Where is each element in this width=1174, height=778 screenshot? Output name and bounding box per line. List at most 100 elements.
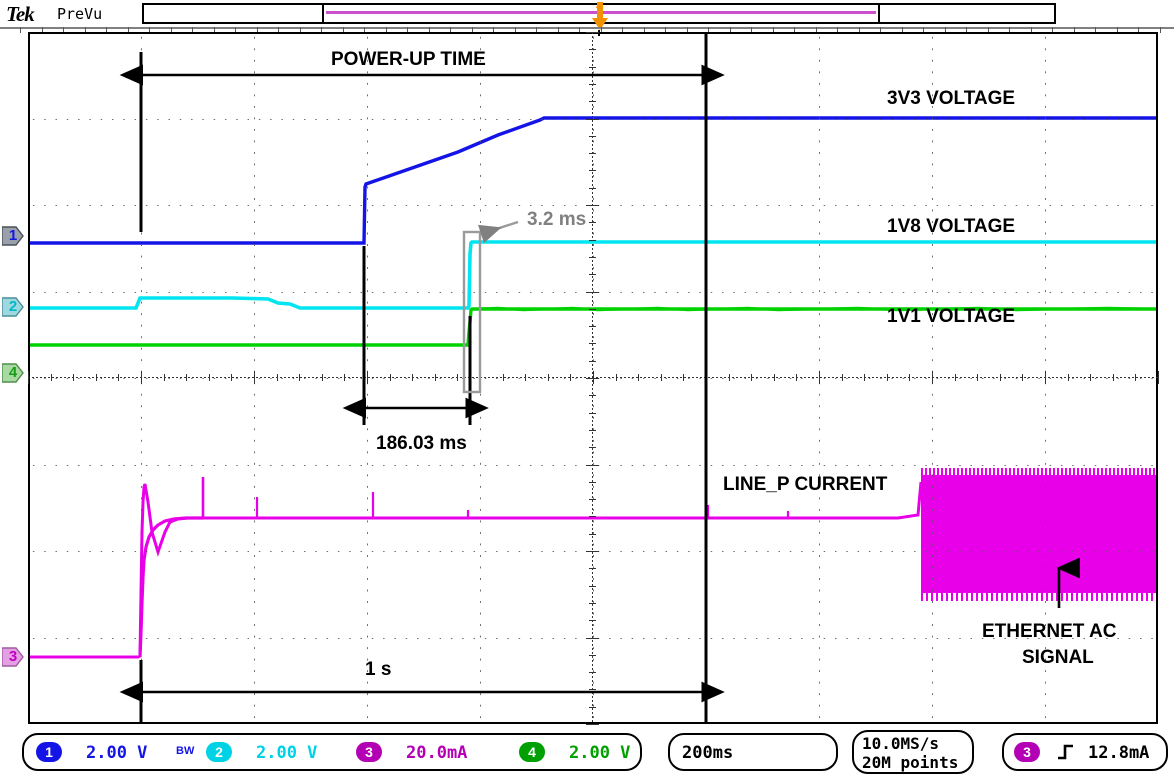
axis-tick-v-32 xyxy=(589,586,596,587)
ch4-chip[interactable]: 4 xyxy=(519,742,545,762)
ethernet-burst-bottom-noise xyxy=(921,590,1156,601)
trace-ch3-linep xyxy=(30,481,923,659)
channel-4-marker[interactable]: 4 xyxy=(2,362,32,384)
axis-tick-h-5 xyxy=(141,371,142,384)
axis-tick-h-24 xyxy=(570,374,571,381)
channel-settings-pill[interactable]: 1 2.00 V BW 2 2.00 V 3 20.0mA 4 2.00 V xyxy=(22,733,642,771)
ruler-tick xyxy=(751,27,752,33)
axis-tick-v-0 xyxy=(586,32,599,33)
axis-tick-v-19 xyxy=(589,361,596,362)
rising-edge-icon xyxy=(1058,744,1073,760)
axis-tick-h-22 xyxy=(525,374,526,381)
powerup-time-label: POWER-UP TIME xyxy=(331,49,486,70)
trigger-source-chip[interactable]: 3 xyxy=(1014,742,1040,762)
axis-tick-h-1 xyxy=(51,374,52,381)
axis-tick-v-38 xyxy=(589,689,596,690)
axis-tick-v-18 xyxy=(589,343,596,344)
axis-tick-v-9 xyxy=(589,188,596,189)
axis-tick-v-36 xyxy=(589,655,596,656)
axis-tick-h-29 xyxy=(683,374,684,381)
ruler-tick xyxy=(278,27,279,33)
ruler-tick xyxy=(128,27,129,33)
axis-tick-h-4 xyxy=(118,374,119,381)
ruler-tick xyxy=(708,27,709,33)
axis-tick-v-5 xyxy=(586,119,599,120)
ch1-chip[interactable]: 1 xyxy=(36,742,62,762)
axis-tick-h-14 xyxy=(344,374,345,381)
axis-tick-v-25 xyxy=(586,465,599,466)
ruler-tick xyxy=(300,27,301,33)
axis-tick-h-40 xyxy=(932,371,933,384)
label-1-s: 1 s xyxy=(365,659,392,680)
trace-ch3-rise xyxy=(138,516,203,658)
axis-tick-v-21 xyxy=(589,395,596,396)
prevu-label: PreVu xyxy=(57,5,103,23)
ruler-tick xyxy=(235,27,236,33)
channel-2-marker-number: 2 xyxy=(8,298,18,315)
ruler-tick xyxy=(665,27,666,33)
axis-tick-v-30 xyxy=(586,551,599,552)
trigger-pill[interactable]: 3 12.8mA xyxy=(1002,733,1168,771)
bottom-status-bar: 1 2.00 V BW 2 2.00 V 3 20.0mA 4 2.00 V 2… xyxy=(0,730,1174,776)
channel-2-marker[interactable]: 2 xyxy=(2,296,32,318)
ruler-tick xyxy=(472,27,473,33)
axis-tick-h-2 xyxy=(73,374,74,381)
ruler-tick xyxy=(837,27,838,33)
ruler-tick xyxy=(192,27,193,33)
axis-tick-v-4 xyxy=(589,101,596,102)
axis-tick-h-26 xyxy=(616,374,617,381)
channel-3-marker-number: 3 xyxy=(8,648,18,665)
axis-tick-h-34 xyxy=(796,374,797,381)
axis-tick-v-39 xyxy=(589,707,596,708)
axis-tick-h-42 xyxy=(977,374,978,381)
axis-tick-v-35 xyxy=(586,638,599,639)
channel-3-marker-shape xyxy=(2,647,24,667)
ruler-tick xyxy=(85,27,86,33)
ruler-tick xyxy=(644,27,645,33)
axis-tick-h-32 xyxy=(751,374,752,381)
ruler-tick xyxy=(515,27,516,33)
axis-tick-h-43 xyxy=(1000,374,1001,381)
ruler-baseline xyxy=(0,27,1174,29)
axis-tick-v-10 xyxy=(586,205,599,206)
axis-tick-v-14 xyxy=(589,274,596,275)
axis-tick-h-50 xyxy=(1158,371,1159,384)
ch2-chip[interactable]: 2 xyxy=(206,742,232,762)
axis-tick-v-20 xyxy=(586,378,599,379)
ch2-scale-value: 2.00 V xyxy=(256,743,318,763)
trigger-marker-stem xyxy=(597,2,603,22)
axis-tick-h-45 xyxy=(1045,371,1046,384)
axis-tick-v-2 xyxy=(589,67,596,68)
ruler-tick xyxy=(687,27,688,33)
ruler-tick xyxy=(1074,27,1075,33)
ruler-tick xyxy=(1031,27,1032,33)
ruler-tick xyxy=(601,27,602,33)
channel-1-marker[interactable]: 1 xyxy=(2,225,32,247)
ruler-tick xyxy=(364,27,365,33)
axis-tick-h-16 xyxy=(390,374,391,381)
sample-rate-value: 10.0MS/s xyxy=(862,734,940,753)
ruler-tick xyxy=(106,27,107,33)
axis-tick-h-0 xyxy=(28,371,29,384)
axis-tick-h-9 xyxy=(231,374,232,381)
ruler-tick xyxy=(1009,27,1010,33)
overview-ruler xyxy=(0,24,1174,33)
sample-rate-pill[interactable]: 10.0MS/s 20M points xyxy=(852,730,974,774)
axis-tick-h-39 xyxy=(909,374,910,381)
timebase-pill[interactable]: 200ms xyxy=(668,733,838,771)
ruler-tick xyxy=(988,27,989,33)
ch3-chip[interactable]: 3 xyxy=(356,742,382,762)
ruler-tick xyxy=(794,27,795,33)
ruler-tick xyxy=(214,27,215,33)
axis-tick-v-31 xyxy=(589,568,596,569)
axis-tick-v-12 xyxy=(589,240,596,241)
axis-tick-h-15 xyxy=(367,371,368,384)
axis-tick-h-21 xyxy=(503,374,504,381)
channel-3-marker[interactable]: 3 xyxy=(2,646,32,668)
axis-tick-v-33 xyxy=(589,603,596,604)
ruler-tick xyxy=(1052,27,1053,33)
ruler-tick xyxy=(407,27,408,33)
label-3-2-ms: 3.2 ms xyxy=(527,209,587,230)
axis-tick-h-30 xyxy=(706,371,707,384)
ruler-tick xyxy=(816,27,817,33)
